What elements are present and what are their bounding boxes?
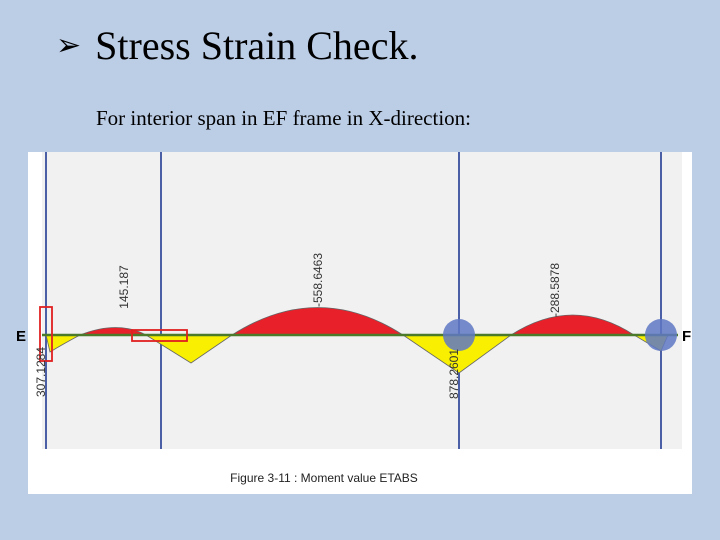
plot-area xyxy=(42,152,682,449)
slide-subtitle: For interior span in EF frame in X-direc… xyxy=(96,106,471,130)
moment-diagram: 307.1284 145.187 -558.6463 878.2601 -288… xyxy=(28,152,692,494)
positive-moment-region-2 xyxy=(230,307,405,336)
arrow-bullet-icon: ➢ xyxy=(56,28,82,63)
moment-label-m3: -558.6463 xyxy=(311,253,325,307)
node-label-e: E xyxy=(16,328,27,345)
moment-label-m1: 307.1284 xyxy=(34,347,48,397)
highlight-box-left xyxy=(39,306,53,362)
moment-label-m4: 878.2601 xyxy=(447,349,461,399)
highlight-box-midspan xyxy=(131,329,188,342)
node-label-f: F xyxy=(682,328,692,345)
slide-title: Stress Strain Check. xyxy=(95,23,419,68)
positive-moment-region-3 xyxy=(509,314,636,336)
support-node-4 xyxy=(645,319,677,351)
slide-title-row: ➢ Stress Strain Check. xyxy=(56,22,418,69)
moment-label-m5: -288.5878 xyxy=(548,263,562,317)
figure-caption: Figure 3-11 : Moment value ETABS xyxy=(230,471,418,485)
support-node-3 xyxy=(443,319,475,351)
moment-diagram-figure: 307.1284 145.187 -558.6463 878.2601 -288… xyxy=(28,152,692,494)
moment-label-m2: 145.187 xyxy=(117,265,131,309)
